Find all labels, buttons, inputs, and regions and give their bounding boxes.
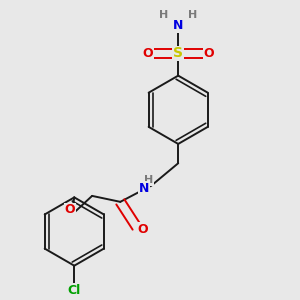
- Text: O: O: [138, 223, 148, 236]
- Text: O: O: [203, 47, 214, 60]
- Text: S: S: [173, 46, 183, 60]
- Text: H: H: [159, 10, 168, 20]
- Text: O: O: [142, 47, 153, 60]
- Text: H: H: [188, 10, 198, 20]
- Text: Cl: Cl: [68, 284, 81, 297]
- Text: O: O: [64, 203, 75, 216]
- Text: N: N: [139, 182, 149, 195]
- Text: H: H: [144, 175, 153, 185]
- Text: N: N: [173, 19, 183, 32]
